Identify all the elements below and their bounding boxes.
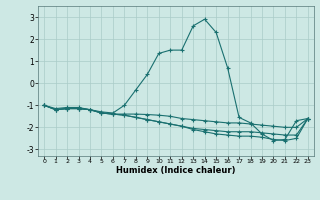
X-axis label: Humidex (Indice chaleur): Humidex (Indice chaleur) <box>116 166 236 175</box>
